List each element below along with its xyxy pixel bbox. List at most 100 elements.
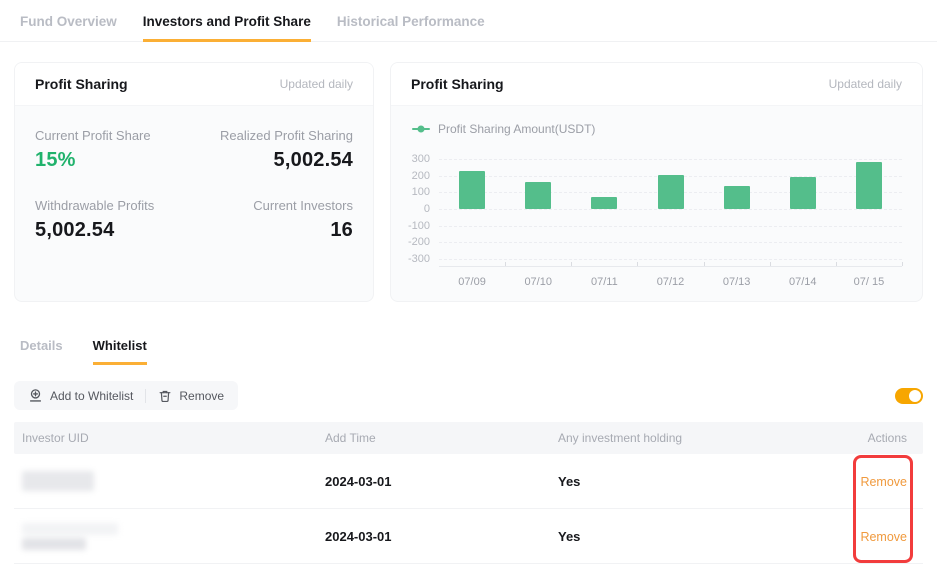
toolbar-button-group: Add to Whitelist Remove (14, 381, 239, 410)
cell-add-time: 2024-03-01 (325, 473, 392, 489)
profit-sharing-stats-card: Profit Sharing Updated daily Current Pro… (14, 62, 374, 302)
chart-bar (789, 176, 816, 209)
metric-withdrawable-profits: Withdrawable Profits 5,002.54 (35, 198, 194, 242)
toolbar-divider (145, 388, 147, 403)
top-tab-bar: Fund Overview Investors and Profit Share… (0, 0, 937, 42)
x-axis-tick (835, 262, 837, 266)
stats-card-header: Profit Sharing Updated daily (15, 63, 373, 106)
y-axis-tick-label: 100 (411, 186, 430, 199)
chart-legend: Profit Sharing Amount(USDT) (412, 122, 902, 136)
header-add-time: Add Time (325, 431, 376, 445)
x-axis-tick (637, 262, 639, 266)
whitelist-toolbar: Add to Whitelist Remove (14, 381, 923, 410)
metric-current-investors: Current Investors 16 (194, 198, 353, 242)
x-axis-label: 07/09 (458, 276, 486, 288)
chart-bar (459, 170, 486, 209)
legend-line-dot-icon (412, 125, 430, 133)
cell-investor-uid (22, 522, 325, 550)
tab-historical-performance[interactable]: Historical Performance (336, 14, 485, 29)
metric-label: Current Investors (253, 198, 353, 213)
tab-whitelist[interactable]: Whitelist (92, 338, 147, 365)
chart-bar (855, 162, 882, 209)
x-axis-tick (505, 262, 507, 266)
chart-bar (723, 185, 750, 209)
table-header-row: Investor UID Add Time Any investment hol… (14, 422, 923, 454)
y-axis-tick-label: 200 (411, 169, 430, 182)
header-any-investment-holding: Any investment holding (558, 431, 683, 445)
redacted-uid (22, 471, 94, 491)
x-axis-label: 07/12 (656, 276, 685, 288)
whitelist-table: Investor UID Add Time Any investment hol… (14, 422, 923, 564)
x-axis-label: 07/10 (524, 276, 552, 288)
metric-value: 16 (330, 219, 353, 241)
gridline (439, 209, 902, 210)
whitelist-toggle[interactable] (895, 387, 923, 404)
x-axis-label: 07/ 15 (853, 276, 885, 288)
x-axis-tick (703, 262, 705, 266)
cell-actions: Remove (817, 529, 907, 544)
x-axis-tick (571, 262, 573, 266)
chart-card-title: Profit Sharing (411, 76, 504, 92)
y-axis-tick-label: -200 (407, 236, 430, 249)
legend-label: Profit Sharing Amount(USDT) (438, 122, 596, 136)
x-axis-tick (902, 262, 903, 266)
stats-card-title: Profit Sharing (35, 76, 128, 92)
profit-sharing-chart-card: Profit Sharing Updated daily Profit Shar… (390, 62, 923, 302)
metric-label: Withdrawable Profits (35, 198, 155, 213)
chart-bar (525, 182, 552, 209)
gridline (439, 259, 902, 260)
chart-plot (439, 149, 903, 267)
chart-card-updated-note: Updated daily (828, 77, 902, 91)
add-to-whitelist-icon (28, 388, 43, 403)
chart-bar (591, 197, 618, 209)
metric-value: 15% (35, 149, 76, 171)
lower-tab-bar: Details Whitelist (20, 338, 937, 365)
add-to-whitelist-button[interactable]: Add to Whitelist (28, 388, 133, 403)
x-axis-tick (769, 262, 771, 266)
chart-bar (657, 174, 684, 209)
y-axis-tick-label: 300 (411, 153, 430, 165)
table-row: 2024-03-01 Yes Remove (14, 509, 923, 564)
bar-chart: 300 200 100 0 -100 -200 -300 (405, 149, 903, 267)
chart-card-header: Profit Sharing Updated daily (391, 63, 922, 106)
tab-details[interactable]: Details (20, 338, 63, 353)
tab-fund-overview[interactable]: Fund Overview (20, 14, 117, 29)
cell-holding: Yes (558, 473, 581, 489)
cell-holding: Yes (558, 528, 581, 544)
toggle-knob (909, 389, 921, 402)
chart-card-body: Profit Sharing Amount(USDT) 300 200 100 0 -1… (391, 106, 922, 288)
add-to-whitelist-label: Add to Whitelist (50, 388, 134, 403)
gridline (439, 242, 902, 244)
table-row: 2024-03-01 Yes Remove (14, 454, 923, 509)
row-remove-link[interactable]: Remove (860, 474, 907, 489)
header-actions: Actions (867, 431, 907, 445)
metric-realized-profit-sharing: Realized Profit Sharing 5,002.54 (194, 128, 353, 172)
x-axis-label: 07/13 (722, 276, 751, 288)
trash-icon (158, 389, 172, 403)
stats-card-body: Current Profit Share 15% Realized Profit… (15, 106, 373, 242)
stats-card-updated-note: Updated daily (279, 77, 353, 91)
redacted-uid (22, 522, 325, 550)
cell-investor-uid (22, 471, 325, 491)
y-axis-tick-label: -100 (407, 219, 430, 232)
cards-row: Profit Sharing Updated daily Current Pro… (14, 62, 923, 302)
tab-investors-and-profit-share[interactable]: Investors and Profit Share (142, 14, 311, 42)
x-axis-label: 07/14 (789, 276, 817, 288)
metric-label: Current Profit Share (35, 128, 151, 143)
metric-value: 5,002.54 (35, 219, 115, 241)
remove-button[interactable]: Remove (158, 389, 224, 403)
x-axis-label: 07/11 (590, 276, 618, 288)
header-investor-uid: Investor UID (22, 431, 89, 445)
table-body: 2024-03-01 Yes Remove 2024-03-01 Yes Rem… (14, 454, 923, 564)
cell-actions: Remove (817, 474, 907, 489)
y-axis-tick-label: 0 (423, 203, 430, 215)
chart-y-axis: 300 200 100 0 -100 -200 -300 (405, 149, 439, 267)
remove-button-label: Remove (179, 388, 225, 403)
y-axis-tick-label: -300 (407, 253, 430, 265)
cell-add-time: 2024-03-01 (325, 528, 392, 544)
gridline (439, 225, 902, 227)
metric-label: Realized Profit Sharing (220, 128, 353, 143)
row-remove-link[interactable]: Remove (860, 529, 907, 544)
chart-x-labels: 07/09 07/10 07/11 07/12 07/13 07/14 07/ 15 (439, 276, 902, 288)
